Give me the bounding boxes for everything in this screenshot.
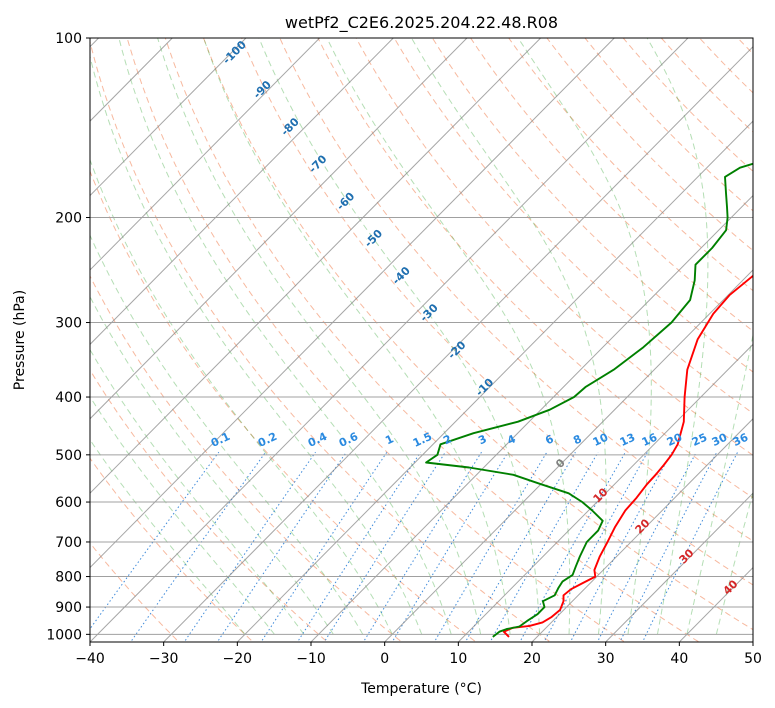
isotherm-line xyxy=(90,38,689,642)
y-tick-label: 900 xyxy=(55,600,82,616)
y-tick-label: 1000 xyxy=(46,627,82,643)
mixing-ratio-line xyxy=(183,451,316,642)
y-tick-label: 400 xyxy=(55,390,82,406)
moist-adiabat-line xyxy=(90,54,423,635)
dry-adiabat-line xyxy=(317,38,753,499)
isotherm-line xyxy=(605,492,753,642)
mixing-ratio-line xyxy=(619,451,718,642)
moist-adiabat-line xyxy=(715,490,753,635)
x-tick-label: 20 xyxy=(523,651,541,667)
mixing-ratio-line xyxy=(362,451,482,642)
moist-adiabat-line xyxy=(90,234,364,635)
x-tick-label: −40 xyxy=(75,651,105,667)
mixing-ratio-label: 36 xyxy=(731,431,751,449)
isotherm-line xyxy=(531,418,753,642)
isotherm-line xyxy=(90,38,615,569)
dry-adiabat-line xyxy=(763,25,775,647)
dry-adiabat-line xyxy=(90,39,552,642)
y-tick-label: 700 xyxy=(55,535,82,551)
mixing-ratio-label: 20 xyxy=(665,431,685,449)
mixing-ratio-label: 10 xyxy=(591,431,611,449)
moist-adiabat-line xyxy=(90,438,246,635)
moist-adiabat-line xyxy=(118,38,452,635)
mixing-ratio-line xyxy=(260,451,388,642)
dry-adiabat-line xyxy=(202,38,753,631)
profile-series xyxy=(425,162,753,638)
mixing-ratio-label: 25 xyxy=(690,431,709,449)
dry-adiabat-line xyxy=(90,457,254,642)
profile-line xyxy=(502,274,753,638)
isotherm-line xyxy=(90,38,247,197)
profile-line xyxy=(425,162,753,638)
mixing-ratio-label: 13 xyxy=(618,431,637,449)
mixing-ratio-line xyxy=(433,451,548,642)
mixing-ratio-line xyxy=(391,451,509,642)
moist-adiabat-line xyxy=(157,38,482,635)
x-tick-label: 0 xyxy=(380,651,389,667)
y-tick-label: 200 xyxy=(55,211,82,227)
isotherm-line xyxy=(163,46,753,642)
moist-adiabat-line xyxy=(203,38,511,635)
y-tick-label: 500 xyxy=(55,448,82,464)
y-tick-label: 100 xyxy=(55,31,82,47)
isotherm-line xyxy=(384,269,753,642)
y-tick-label: 600 xyxy=(55,495,82,511)
y-axis: 100 200 300 400 500 600 700 800 900 1000 xyxy=(46,31,90,643)
mixing-ratio-line xyxy=(216,451,347,642)
moist-adiabat-line xyxy=(326,38,571,635)
moist-adiabat-line xyxy=(258,38,541,635)
dry-adiabat-line xyxy=(90,369,329,642)
y-tick-label: 300 xyxy=(55,316,82,332)
isotherm-line xyxy=(752,641,753,642)
moist-adiabat-line xyxy=(90,395,275,635)
isotherm-line xyxy=(90,38,320,271)
dry-adiabat-line xyxy=(508,38,753,292)
x-tick-label: 50 xyxy=(744,651,762,667)
moist-adiabat-line xyxy=(646,38,709,635)
x-axis-title: Temperature (°C) xyxy=(360,681,482,697)
mixing-ratio-label: 30 xyxy=(710,431,730,449)
isotherm-line xyxy=(457,343,753,642)
mixing-ratio-line xyxy=(296,451,422,642)
y-tick-label: 800 xyxy=(55,570,82,586)
y-axis-title: Pressure (hPa) xyxy=(12,290,28,390)
x-tick-label: 10 xyxy=(449,651,467,667)
x-tick-label: −30 xyxy=(149,651,179,667)
x-axis: −40 −30 −20 −10 0 10 20 30 40 50 xyxy=(75,642,762,667)
grid-lines xyxy=(90,38,753,642)
plot-background xyxy=(90,38,753,642)
moist-adiabat-line xyxy=(686,332,753,635)
x-tick-label: −10 xyxy=(296,651,326,667)
moist-adiabat-line xyxy=(90,295,334,635)
chart-title: wetPf2_C2E6.2025.204.22.48.R08 xyxy=(285,13,558,33)
mixing-ratio-line xyxy=(90,451,220,630)
isotherm-line xyxy=(310,194,753,642)
dry-adiabat-line xyxy=(279,38,753,542)
dry-adiabat-line xyxy=(126,38,626,642)
plot-frame xyxy=(89,37,754,643)
isotherm-line xyxy=(90,38,541,494)
moist-adiabat-line xyxy=(90,158,393,635)
mixing-ratio-line xyxy=(323,451,446,642)
moist-adiabat-line xyxy=(410,38,607,635)
mixing-ratio-label: 16 xyxy=(640,431,660,449)
mixing-ratio-line xyxy=(596,451,697,642)
moist-adiabat-line xyxy=(517,38,652,635)
isotherm-line xyxy=(90,38,468,420)
dry-adiabat-line xyxy=(90,169,477,642)
x-tick-label: 40 xyxy=(670,651,688,667)
x-tick-label: −20 xyxy=(223,651,253,667)
isotherm-line xyxy=(236,120,753,642)
x-tick-label: 30 xyxy=(597,651,615,667)
background-reference-lines xyxy=(90,25,775,647)
isotherm-line xyxy=(90,38,394,346)
